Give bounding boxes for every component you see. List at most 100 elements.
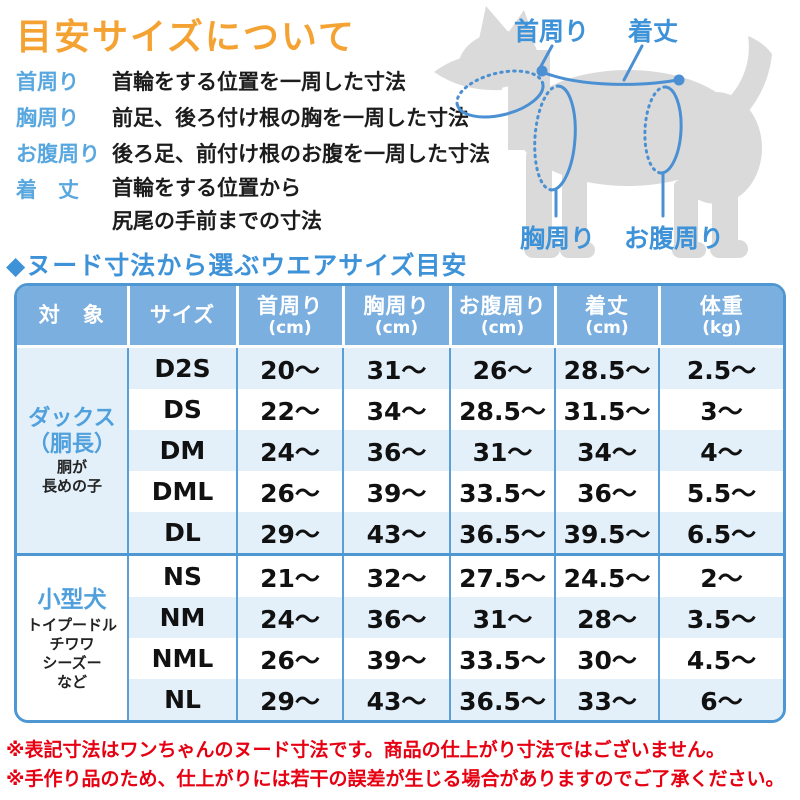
value-cell: 5.5〜 xyxy=(659,471,783,512)
belly-girth-ellipse xyxy=(643,85,683,175)
definition-desc: 首輪をする位置を一周した寸法 xyxy=(112,70,406,94)
dog-hind-paw xyxy=(710,240,748,258)
definition-term: お腹周り xyxy=(16,142,100,166)
value-cell: 26〜 xyxy=(237,471,344,512)
header-chest: 胸周り (cm) xyxy=(343,286,452,348)
length-start-dot xyxy=(536,65,548,77)
header-unit: (cm) xyxy=(374,317,419,338)
table-row: NM 24〜 36〜 31〜 28〜 3.5〜 xyxy=(17,597,783,638)
group-cell-dachshund: ダックス （胴長） 胴が 長めの子 xyxy=(17,346,129,555)
dog-front-leg xyxy=(526,150,552,250)
header-neck: 首周り (cm) xyxy=(237,286,345,348)
value-cell: 28.5〜 xyxy=(450,389,556,430)
header-label: 体重 xyxy=(699,293,744,318)
measurement-dots xyxy=(536,65,685,86)
dog-length-label: 着丈 xyxy=(627,17,678,46)
group-note: 胴が xyxy=(56,457,87,476)
value-cell: 24.5〜 xyxy=(555,553,660,597)
neck-pointer-line xyxy=(538,44,554,70)
group-note: トイプードル xyxy=(26,616,117,634)
header-label: 着丈 xyxy=(585,293,629,318)
footnotes: ※表記寸法はワンちゃんのヌード寸法です。商品の仕上がり寸法ではございません。 ※… xyxy=(6,736,784,794)
value-cell: 26〜 xyxy=(237,638,344,679)
dog-tail xyxy=(720,36,772,128)
header-target: 対 象 xyxy=(17,286,130,348)
header-weight: 体重 (kg) xyxy=(659,286,783,348)
value-cell: 36〜 xyxy=(343,597,451,638)
header-label: 首周り xyxy=(257,293,323,318)
group-note: シーズー xyxy=(42,654,102,672)
value-cell: 36.5〜 xyxy=(450,679,556,720)
neck-girth-ellipse xyxy=(455,69,545,119)
size-cell: NM xyxy=(128,597,238,638)
definition-desc: 前足、後ろ付け根の胸を一周した寸法 xyxy=(112,106,469,130)
value-cell: 36.5〜 xyxy=(450,512,556,555)
dog-silhouette xyxy=(434,6,772,258)
size-cell: NL xyxy=(128,679,238,720)
group-note: など xyxy=(56,673,87,691)
definition-term: 胸周り xyxy=(16,106,79,130)
group-note: 長めの子 xyxy=(41,476,102,495)
value-cell: 4.5〜 xyxy=(659,638,783,679)
dog-front-paw xyxy=(560,242,595,258)
value-cell: 31〜 xyxy=(450,597,556,638)
value-cell: 2〜 xyxy=(659,553,783,597)
page-title: 目安サイズについて xyxy=(16,17,356,58)
header-unit: (cm) xyxy=(480,317,525,338)
chest-girth-ellipse xyxy=(533,84,577,192)
dog-hind-leg xyxy=(674,180,698,250)
dog-hind-leg xyxy=(712,170,738,250)
value-cell: 39.5〜 xyxy=(555,512,660,555)
value-cell: 6.5〜 xyxy=(659,512,783,555)
value-cell: 21〜 xyxy=(237,553,344,597)
size-cell: DS xyxy=(128,389,238,430)
dog-measurement-illustration: 首周り 着丈 胸周り お腹周り xyxy=(434,6,772,258)
header-size: サイズ xyxy=(128,286,239,348)
header-unit: (cm) xyxy=(585,317,629,338)
definition-desc: 後ろ足、前付け根のお腹を一周した寸法 xyxy=(112,142,490,166)
size-cell: DML xyxy=(128,471,238,512)
definition-desc-line2: 尻尾の手前までの寸法 xyxy=(112,209,322,233)
definition-length: 着 丈 首輪をする位置から 尻尾の手前までの寸法 xyxy=(16,172,490,238)
size-cell: NML xyxy=(128,638,238,679)
value-cell: 28〜 xyxy=(555,597,660,638)
footnote: ※表記寸法はワンちゃんのヌード寸法です。商品の仕上がり寸法ではございません。 xyxy=(6,739,726,761)
value-cell: 36〜 xyxy=(343,430,451,471)
length-end-dot xyxy=(673,74,685,86)
measurement-definitions: 首周り 首輪をする位置を一周した寸法 胸周り 前足、後ろ付け根の胸を一周した寸法… xyxy=(16,64,490,238)
value-cell: 28.5〜 xyxy=(555,346,660,389)
dog-belly-label: お腹周り xyxy=(624,224,724,253)
size-table: 対 象 サイズ 首周り (cm) 胸周り (cm) お腹周り (cm) 着丈 (cm) … xyxy=(17,286,783,720)
group-note: チワワ xyxy=(49,635,95,653)
back-length-curve xyxy=(540,70,680,86)
table-row: ダックス （胴長） 胴が 長めの子 D2S 20〜 31〜 26〜 28.5〜 … xyxy=(17,346,783,555)
header-label: お腹周り xyxy=(458,293,547,318)
group-name: 小型犬 xyxy=(37,587,107,613)
value-cell: 2.5〜 xyxy=(659,346,783,389)
group-name: ダックス xyxy=(28,405,116,431)
footnote: ※手作り品のため、仕上がりには若干の誤差が生じる場合がありますのでご了承ください… xyxy=(6,768,785,790)
table-row: NL 29〜 43〜 36.5〜 33〜 6〜 xyxy=(17,679,783,720)
value-cell: 22〜 xyxy=(237,389,344,430)
table-row: NML 26〜 39〜 33.5〜 30〜 4.5〜 xyxy=(17,638,783,679)
value-cell: 34〜 xyxy=(343,389,451,430)
value-cell: 29〜 xyxy=(237,512,344,555)
definition-neck: 首周り 首輪をする位置を一周した寸法 xyxy=(16,64,490,100)
definition-term: 首周り xyxy=(16,70,79,94)
header-label: サイズ xyxy=(149,303,216,327)
definition-chest: 胸周り 前足、後ろ付け根の胸を一周した寸法 xyxy=(16,100,490,136)
dog-muzzle xyxy=(434,54,502,91)
header-label: 対 象 xyxy=(38,303,105,327)
size-cell: D2S xyxy=(128,346,238,389)
header-unit: (cm) xyxy=(268,317,312,338)
value-cell: 43〜 xyxy=(343,512,451,555)
value-cell: 26〜 xyxy=(450,346,556,389)
definition-belly: お腹周り 後ろ足、前付け根のお腹を一周した寸法 xyxy=(16,136,490,172)
value-cell: 33.5〜 xyxy=(450,638,556,679)
value-cell: 4〜 xyxy=(659,430,783,471)
table-header-row: 対 象 サイズ 首周り (cm) 胸周り (cm) お腹周り (cm) 着丈 (cm) … xyxy=(17,286,783,348)
dog-neck-label: 首周り xyxy=(514,17,589,46)
size-cell: NS xyxy=(128,553,238,597)
value-cell: 24〜 xyxy=(237,430,344,471)
